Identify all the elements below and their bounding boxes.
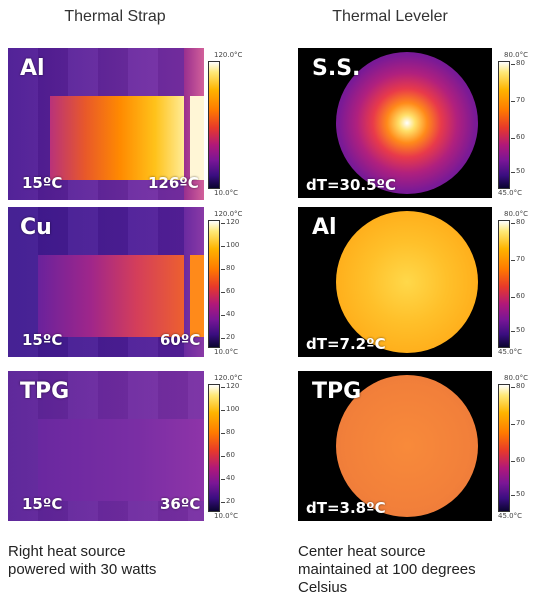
scale-max-label: 120.0°C [214,51,243,59]
left-temperature: 15ºC [22,174,63,192]
scale-min-label: 45.0°C [498,189,522,197]
right-temperature: 60ºC [160,331,201,349]
left-temperature: 15ºC [22,331,63,349]
scale-min-label: 10.0°C [214,512,238,520]
temperature-scale-leveler-al: 80.0°C 80 70 60 50 45.0°C [498,210,542,356]
temperature-scale-strap-al: 120.0°C 10.0°C [208,51,248,197]
thermal-leveler-title: Thermal Leveler [332,8,448,25]
material-label: TPG [312,379,362,404]
scale-min-label: 45.0°C [498,512,522,520]
strap-thermal-image-tpg: TPG 15ºC 36ºC [8,371,204,521]
right-caption: Center heat source maintained at 100 deg… [298,543,542,597]
strap-bar [50,96,190,180]
disc [336,211,478,353]
scale-tick: 120 [220,382,240,390]
scale-tick: 70 [511,96,525,104]
scale-max-label: 120.0°C [214,374,243,382]
leveler-thermal-image-tpg: TPG dT=3.8ºC [298,371,492,521]
right-temperature: 126ºC [148,174,199,192]
material-label: TPG [20,379,70,404]
material-label: Cu [20,215,52,240]
scale-tick: 50 [511,326,525,334]
scale-tick: 80 [221,264,235,272]
scale-tick: 60 [221,451,235,459]
material-label: S.S. [312,56,361,81]
scale-tick: 60 [221,287,235,295]
caption-line: Center heat source [298,543,426,560]
scale-tick: 100 [220,241,240,249]
scale-tick: 60 [511,292,525,300]
temperature-scale-strap-tpg: 120.0°C 120 100 80 60 40 20 10.0°C [208,374,248,520]
scale-tick: 80 [511,382,525,390]
temperature-scale-leveler-ss: 80.0°C 80 70 60 50 45.0°C [498,51,542,197]
scale-tick: 20 [221,497,235,505]
scale-tick: 50 [511,490,525,498]
caption-line: Celsius [298,579,348,596]
scale-min-label: 10.0°C [214,189,238,197]
right-temperature: 36ºC [160,495,201,513]
color-scale-bar [208,220,220,348]
scale-tick: 40 [221,310,235,318]
scale-max-label: 80.0°C [504,51,528,59]
scale-tick: 60 [511,133,525,141]
scale-tick: 80 [511,218,525,226]
caption-line: Right heat source [8,543,126,560]
scale-tick: 100 [220,405,240,413]
scale-tick: 80 [511,59,525,67]
color-scale-bar [498,61,510,189]
scale-max-label: 80.0°C [504,374,528,382]
scale-tick: 120 [220,218,240,226]
scale-tick: 80 [221,428,235,436]
strap-thermal-image-cu: Cu 15ºC 60ºC [8,207,204,357]
leveler-thermal-image-ss: S.S. dT=30.5ºC [298,48,492,198]
left-temperature: 15ºC [22,495,63,513]
material-label: Al [20,56,45,81]
strap-thermal-image-al: Al 15ºC 126ºC [8,48,204,200]
disc [336,52,478,194]
scale-max-label: 80.0°C [504,210,528,218]
color-scale-bar [498,384,510,512]
leveler-thermal-image-al: Al dT=7.2ºC [298,207,492,357]
temperature-scale-strap-cu: 120.0°C 120 100 80 60 40 20 10.0°C [208,210,248,356]
delta-t-label: dT=7.2ºC [306,335,386,353]
scale-tick: 40 [221,474,235,482]
color-scale-bar [498,220,510,348]
scale-min-label: 10.0°C [214,348,238,356]
disc [336,375,478,517]
strap-bar [38,255,190,337]
scale-tick: 70 [511,255,525,263]
scale-tick: 50 [511,167,525,175]
scale-tick: 20 [221,333,235,341]
scale-max-label: 120.0°C [214,210,243,218]
strap-bar [38,419,204,501]
scale-min-label: 45.0°C [498,348,522,356]
delta-t-label: dT=30.5ºC [306,176,397,194]
caption-line: maintained at 100 degrees [298,561,476,578]
delta-t-label: dT=3.8ºC [306,499,386,517]
caption-line: powered with 30 watts [8,561,157,578]
thermal-strap-title: Thermal Strap [64,8,166,25]
color-scale-bar [208,61,220,189]
temperature-scale-leveler-tpg: 80.0°C 80 70 60 50 45.0°C [498,374,542,520]
scale-tick: 70 [511,419,525,427]
color-scale-bar [208,384,220,512]
scale-tick: 60 [511,456,525,464]
left-caption: Right heat source powered with 30 watts [8,543,268,579]
material-label: Al [312,215,337,240]
